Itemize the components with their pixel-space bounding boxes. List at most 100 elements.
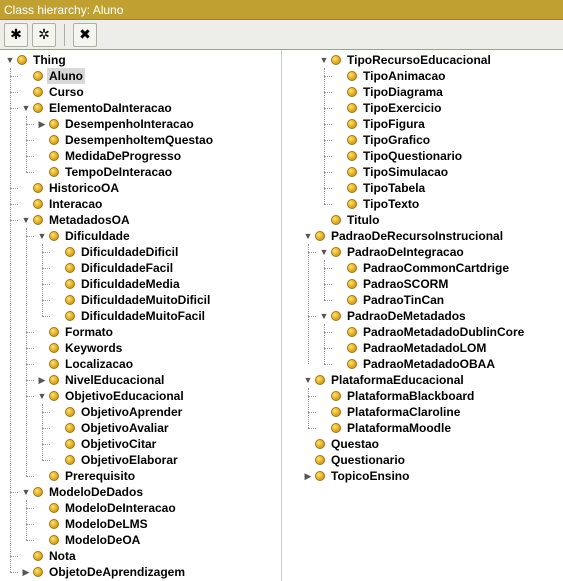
tree-node[interactable]: DificuldadeMedia (52, 276, 281, 292)
tree-node-label[interactable]: Questionario (329, 452, 407, 468)
tree-node[interactable]: DificuldadeMuitoDificil (52, 292, 281, 308)
tree-node-label[interactable]: DificuldadeDificil (79, 244, 180, 260)
tree-node[interactable]: ObjetivoCitar (52, 436, 281, 452)
tree-node[interactable]: ▶ TopicoEnsino (302, 468, 563, 484)
tree-node[interactable]: Prerequisito (36, 468, 281, 484)
tree-node-label[interactable]: ObjetivoAvaliar (79, 420, 171, 436)
tree-node-label[interactable]: TipoTabela (361, 180, 427, 196)
tree-node-label[interactable]: DificuldadeMuitoFacil (79, 308, 207, 324)
tree-node[interactable]: ▼ObjetivoEducacionalObjetivoAprenderObje… (36, 388, 281, 468)
tree-node[interactable]: Nota (20, 548, 281, 564)
tree-node[interactable]: Formato (36, 324, 281, 340)
tree-node-label[interactable]: MetadadosOA (47, 212, 132, 228)
tree-node[interactable]: TipoTexto (334, 196, 563, 212)
tree-node[interactable]: ▶ NivelEducacional (36, 372, 281, 388)
tree-node[interactable]: TipoQuestionario (334, 148, 563, 164)
tree-node[interactable]: Questao (302, 436, 563, 452)
tree-node-label[interactable]: Nota (47, 548, 78, 564)
tree-node[interactable]: TempoDeInteracao (36, 164, 281, 180)
tree-node[interactable]: MedidaDeProgresso (36, 148, 281, 164)
tree-node[interactable]: ▼ElementoDaInteracao▶DesempenhoInteracao… (20, 100, 281, 180)
tree-node[interactable]: ▼ PlataformaEducacionalPlataformaBlackboa… (302, 372, 563, 436)
tree-node[interactable]: ▼ PadraoDeMetadadosPadraoMetadadoDublinCo… (318, 308, 563, 372)
tree-node-label[interactable]: ObjetivoAprender (79, 404, 184, 420)
tree-node-label[interactable]: Localizacao (63, 356, 135, 372)
tree-node-label[interactable]: ObjetivoEducacional (63, 388, 186, 404)
tree-node-label[interactable]: TipoGrafico (361, 132, 432, 148)
tree-node-label[interactable]: ModeloDeLMS (63, 516, 150, 532)
tree-node[interactable]: PlataformaClaroline (318, 404, 563, 420)
tree-node-label[interactable]: DesempenhoItemQuestao (63, 132, 215, 148)
tree-node[interactable]: PadraoMetadadoLOM (334, 340, 563, 356)
tree-node[interactable]: PlataformaBlackboard (318, 388, 563, 404)
tree-node[interactable]: Localizacao (36, 356, 281, 372)
tree-node-label[interactable]: TipoRecursoEducacional (345, 52, 493, 68)
tree-node[interactable]: ▶ObjetoDeAprendizagem (20, 564, 281, 580)
tree-node-label[interactable]: DificuldadeMuitoDificil (79, 292, 212, 308)
tree-node-label[interactable]: ModeloDeInteracao (63, 500, 178, 516)
chevron-right-icon[interactable]: ▶ (302, 470, 314, 482)
tree-node-label[interactable]: ElementoDaInteracao (47, 100, 174, 116)
tree-node[interactable]: ▼ PadraoDeIntegracaoPadraoCommonCartdrige… (318, 244, 563, 308)
tree-node-label[interactable]: PlataformaClaroline (345, 404, 462, 420)
tree-node[interactable]: TipoFigura (334, 116, 563, 132)
tree-node[interactable]: Questionario (302, 452, 563, 468)
tree-node-label[interactable]: PadraoSCORM (361, 276, 450, 292)
tree-node[interactable]: DificuldadeDificil (52, 244, 281, 260)
chevron-right-icon[interactable]: ▶ (36, 374, 48, 386)
tree-node-label[interactable]: Prerequisito (63, 468, 137, 484)
tree-node-label[interactable]: PlataformaBlackboard (345, 388, 476, 404)
tree-node-label[interactable]: TipoQuestionario (361, 148, 464, 164)
tree-node[interactable]: TipoSimulacao (334, 164, 563, 180)
tree-node-label[interactable]: Aluno (47, 68, 85, 84)
tree-node-label[interactable]: ObjetivoElaborar (79, 452, 180, 468)
tree-node[interactable]: Interacao (20, 196, 281, 212)
tree-node-label[interactable]: PadraoDeMetadados (345, 308, 468, 324)
chevron-down-icon[interactable]: ▼ (302, 374, 314, 386)
tree-node-label[interactable]: TipoTexto (361, 196, 421, 212)
tree-node[interactable]: DificuldadeMuitoFacil (52, 308, 281, 324)
tree-node-label[interactable]: Thing (31, 52, 68, 68)
tree-node[interactable]: ▼ ThingAlunoCurso▼ElementoDaInteracao▶Des… (4, 52, 281, 580)
tree-node[interactable]: ▼ MetadadosOA▼DificuldadeDificuldadeDific… (20, 212, 281, 484)
tree-node-label[interactable]: TopicoEnsino (329, 468, 411, 484)
tree-node[interactable]: ▼PadraoDeRecursoInstrucional▼PadraoDeInt… (302, 228, 563, 372)
chevron-down-icon[interactable]: ▼ (318, 246, 330, 258)
tree-node-label[interactable]: PadraoTinCan (361, 292, 446, 308)
tree-node-label[interactable]: DificuldadeMedia (79, 276, 182, 292)
tree-node[interactable]: TipoExercicio (334, 100, 563, 116)
tree-node-label[interactable]: PlataformaEducacional (329, 372, 466, 388)
tree-node-label[interactable]: DesempenhoInteracao (63, 116, 196, 132)
chevron-down-icon[interactable]: ▼ (318, 310, 330, 322)
chevron-down-icon[interactable]: ▼ (36, 390, 48, 402)
tree-node[interactable]: Aluno (20, 68, 281, 84)
tree-node-label[interactable]: ModeloDeOA (63, 532, 142, 548)
tree-node-label[interactable]: ObjetoDeAprendizagem (47, 564, 187, 580)
tree-node[interactable]: ModeloDeLMS (36, 516, 281, 532)
tree-node-label[interactable]: TipoFigura (361, 116, 427, 132)
tree-node[interactable]: ObjetivoAprender (52, 404, 281, 420)
tree-node-label[interactable]: MedidaDeProgresso (63, 148, 183, 164)
tree-node-label[interactable]: ModeloDeDados (47, 484, 145, 500)
tree-node-label[interactable]: PadraoMetadadoOBAA (361, 356, 497, 372)
delete-button[interactable]: ✖ (73, 23, 97, 47)
tree-node-label[interactable]: PadraoMetadadoDublinCore (361, 324, 526, 340)
tree-node-label[interactable]: TempoDeInteracao (63, 164, 174, 180)
tree-node-label[interactable]: HistoricoOA (47, 180, 121, 196)
tree-node-label[interactable]: Curso (47, 84, 86, 100)
tree-node[interactable]: PlataformaMoodle (318, 420, 563, 436)
tree-node-label[interactable]: TipoDiagrama (361, 84, 445, 100)
tree-node[interactable]: PadraoMetadadoDublinCore (334, 324, 563, 340)
tree-node-label[interactable]: Interacao (47, 196, 104, 212)
tree-node-label[interactable]: Keywords (63, 340, 124, 356)
tree-node-label[interactable]: PadraoMetadadoLOM (361, 340, 488, 356)
tree-node[interactable]: TipoTabela (334, 180, 563, 196)
tree-node[interactable]: PadraoCommonCartdrige (334, 260, 563, 276)
tree-node-label[interactable]: PadraoDeIntegracao (345, 244, 466, 260)
chevron-down-icon[interactable]: ▼ (302, 230, 314, 242)
tree-node[interactable]: ▼DificuldadeDificuldadeDificilDificuldad… (36, 228, 281, 324)
tree-node-label[interactable]: PadraoCommonCartdrige (361, 260, 511, 276)
tree-node-label[interactable]: NivelEducacional (63, 372, 166, 388)
tree-node[interactable]: ModeloDeInteracao (36, 500, 281, 516)
tree-node[interactable]: PadraoSCORM (334, 276, 563, 292)
